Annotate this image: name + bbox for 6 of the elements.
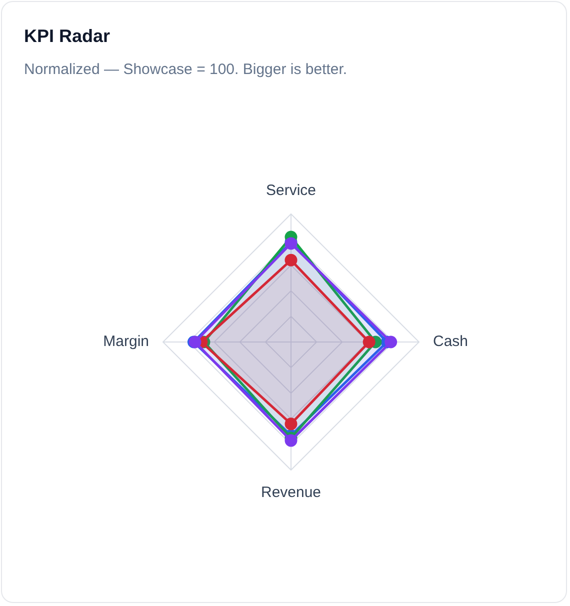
spoke-label: Revenue bbox=[260, 484, 322, 502]
spoke-label: Service bbox=[266, 182, 316, 200]
spoke-label: Cash bbox=[433, 333, 468, 350]
chart-title: KPI Radar bbox=[24, 26, 110, 47]
chart-subtitle: Normalized — Showcase = 100. Bigger is better. bbox=[24, 61, 348, 78]
spoke-label: Margin bbox=[103, 333, 149, 350]
